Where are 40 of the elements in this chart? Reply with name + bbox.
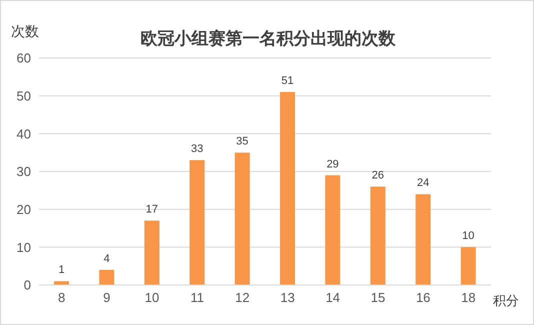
data-label: 33 bbox=[190, 143, 204, 156]
y-tick-label: 0 bbox=[24, 278, 31, 293]
bar bbox=[325, 175, 340, 285]
x-tick-label: 11 bbox=[190, 290, 204, 306]
bar bbox=[416, 194, 431, 285]
x-axis-title: 积分 bbox=[493, 292, 519, 310]
bar bbox=[54, 281, 69, 285]
y-tick-label: 50 bbox=[16, 88, 31, 104]
y-tick-label: 40 bbox=[16, 126, 31, 142]
y-tick-label: 60 bbox=[16, 50, 31, 66]
bar bbox=[280, 92, 295, 285]
y-tick-label: 10 bbox=[16, 240, 31, 255]
x-tick-label: 16 bbox=[416, 290, 430, 306]
x-tick-label: 15 bbox=[370, 290, 386, 306]
x-tick-label: 13 bbox=[280, 290, 295, 306]
chart-title: 欧冠小组赛第一名积分出现的次数 bbox=[140, 29, 396, 49]
bar bbox=[99, 270, 114, 285]
x-tick-label: 18 bbox=[461, 290, 476, 306]
data-label: 4 bbox=[104, 252, 110, 265]
data-label: 17 bbox=[146, 204, 158, 216]
data-label: 35 bbox=[236, 136, 248, 148]
data-label: 26 bbox=[372, 170, 384, 182]
bar bbox=[234, 152, 250, 285]
y-tick-label: 20 bbox=[16, 202, 31, 217]
data-label: 51 bbox=[281, 75, 294, 88]
x-tick-label: 9 bbox=[103, 290, 110, 306]
y-tick-label: 30 bbox=[16, 164, 31, 180]
x-tick-label: 12 bbox=[235, 290, 250, 306]
data-label: 24 bbox=[416, 177, 430, 190]
data-label: 1 bbox=[58, 264, 65, 276]
bar bbox=[144, 220, 160, 285]
y-axis-title: 次数 bbox=[11, 23, 39, 41]
data-label: 10 bbox=[462, 230, 474, 242]
x-tick-label: 14 bbox=[326, 290, 340, 306]
data-label: 29 bbox=[326, 158, 339, 170]
bar bbox=[460, 247, 476, 285]
bar bbox=[370, 186, 386, 285]
x-tick-label: 10 bbox=[144, 290, 160, 306]
bar bbox=[190, 160, 205, 285]
x-tick-label: 8 bbox=[58, 290, 66, 306]
